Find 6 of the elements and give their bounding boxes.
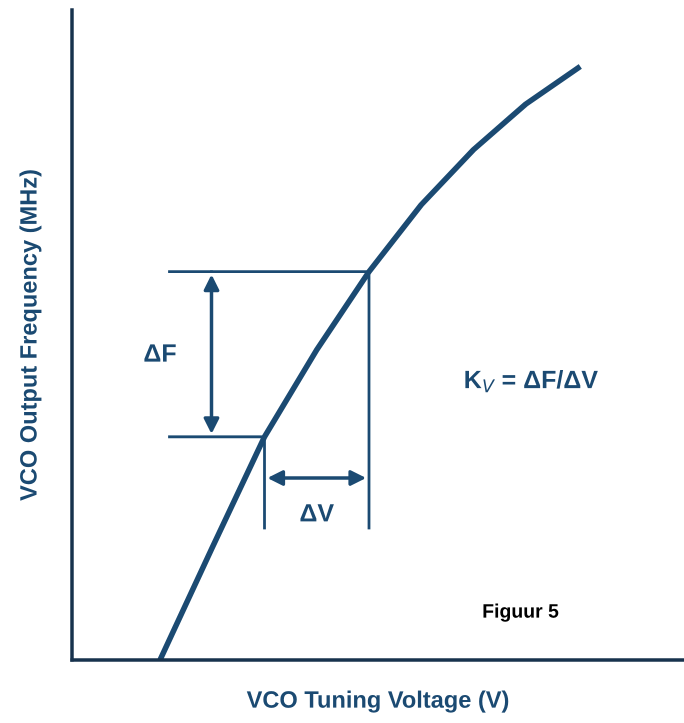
annotation: ΔV <box>300 504 334 522</box>
annotation: Figuur 5 <box>483 604 558 622</box>
y-axis-title: VCO Output Frequency (MHz) <box>19 170 42 501</box>
annotation: K$_{V}$ = ΔF/ΔV <box>465 370 598 392</box>
x-axis-title: VCO Tuning Voltage (V) <box>246 690 508 713</box>
annotation: ΔF <box>144 344 176 362</box>
